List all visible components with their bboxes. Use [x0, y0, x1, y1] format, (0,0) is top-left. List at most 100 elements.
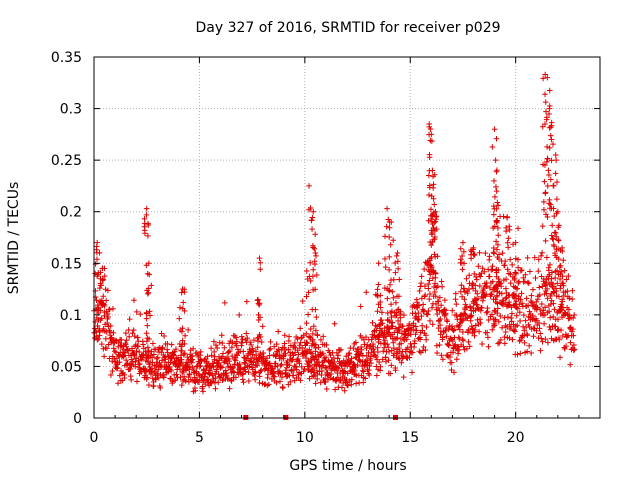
data-point: [264, 355, 270, 362]
data-point: [346, 350, 353, 357]
data-point: [570, 347, 577, 354]
data-point: [447, 335, 454, 342]
data-point: [418, 273, 425, 280]
data-point: [101, 313, 108, 319]
data-point: [168, 341, 175, 348]
data-point: [390, 237, 396, 243]
data-point: [252, 377, 258, 383]
data-point: [396, 326, 403, 333]
data-point: [232, 357, 239, 364]
data-point: [256, 373, 263, 380]
data-point: [463, 275, 470, 282]
data-point: [428, 131, 435, 138]
data-point: [442, 297, 448, 303]
data-point: [425, 285, 432, 292]
data-point: [203, 366, 210, 372]
data-point: [470, 251, 477, 258]
data-point: [315, 344, 322, 351]
data-point: [428, 193, 435, 199]
data-point: [177, 374, 184, 381]
data-point: [543, 159, 550, 165]
data-point: [556, 264, 563, 270]
data-point: [278, 361, 285, 368]
data-point: [305, 311, 311, 318]
data-point: [304, 340, 311, 347]
data-point: [425, 308, 432, 314]
data-point: [506, 302, 513, 308]
data-point: [476, 249, 483, 256]
data-point: [310, 273, 316, 280]
data-point: [496, 340, 503, 346]
data-point: [525, 279, 531, 286]
data-point: [430, 267, 437, 274]
data-point: [462, 301, 469, 308]
data-point: [341, 387, 348, 394]
data-point: [298, 335, 305, 341]
data-point: [557, 262, 564, 269]
data-point: [349, 376, 355, 383]
data-point: [393, 335, 399, 342]
data-point: [543, 108, 549, 115]
data-point: [435, 298, 442, 305]
data-point: [555, 316, 561, 323]
data-point: [555, 246, 561, 252]
data-point: [445, 341, 451, 348]
data-point: [492, 316, 498, 323]
data-point: [310, 242, 316, 249]
data-point: [313, 327, 319, 334]
y-axis-title: SRMTID / TECUs: [6, 182, 22, 295]
data-point: [442, 327, 449, 334]
data-point: [313, 356, 320, 363]
data-point: [215, 371, 222, 377]
data-point: [142, 366, 149, 372]
data-point: [494, 199, 501, 206]
data-point: [439, 283, 445, 290]
data-point: [571, 342, 577, 348]
data-point: [547, 132, 554, 139]
data-point: [285, 381, 292, 388]
data-point: [168, 355, 175, 362]
data-point: [542, 99, 549, 105]
data-point: [277, 362, 284, 369]
data-point: [136, 361, 143, 367]
data-point: [494, 305, 501, 312]
data-point: [223, 372, 230, 379]
data-point: [550, 141, 556, 147]
data-point: [461, 310, 468, 317]
data-point: [436, 342, 443, 348]
data-point: [396, 276, 403, 283]
data-point: [557, 276, 563, 282]
data-point: [541, 199, 547, 205]
data-point: [428, 242, 435, 248]
data-point: [158, 330, 165, 337]
data-point: [162, 356, 169, 363]
data-point: [462, 306, 468, 313]
data-point: [413, 323, 419, 330]
data-point: [558, 282, 564, 289]
data-point: [522, 271, 529, 278]
data-point: [552, 152, 559, 158]
data-point: [431, 289, 438, 295]
data-point: [213, 368, 220, 375]
data-point: [571, 346, 578, 353]
data-point: [167, 359, 174, 366]
data-point: [427, 291, 433, 297]
data-point: [430, 275, 436, 282]
data-point: [116, 359, 123, 365]
data-point: [93, 297, 100, 303]
data-point: [518, 267, 524, 274]
data-point: [377, 299, 384, 305]
data-point: [144, 374, 150, 381]
data-point: [496, 256, 502, 262]
y-tick-label: 0.35: [51, 50, 82, 66]
data-point: [314, 368, 320, 374]
data-point: [445, 342, 452, 348]
data-point: [127, 373, 134, 379]
data-point: [426, 151, 433, 158]
data-point: [542, 91, 548, 98]
data-point: [414, 299, 420, 306]
data-point: [435, 305, 441, 311]
data-point: [394, 335, 401, 341]
data-point: [496, 278, 502, 285]
data-point: [96, 285, 103, 291]
